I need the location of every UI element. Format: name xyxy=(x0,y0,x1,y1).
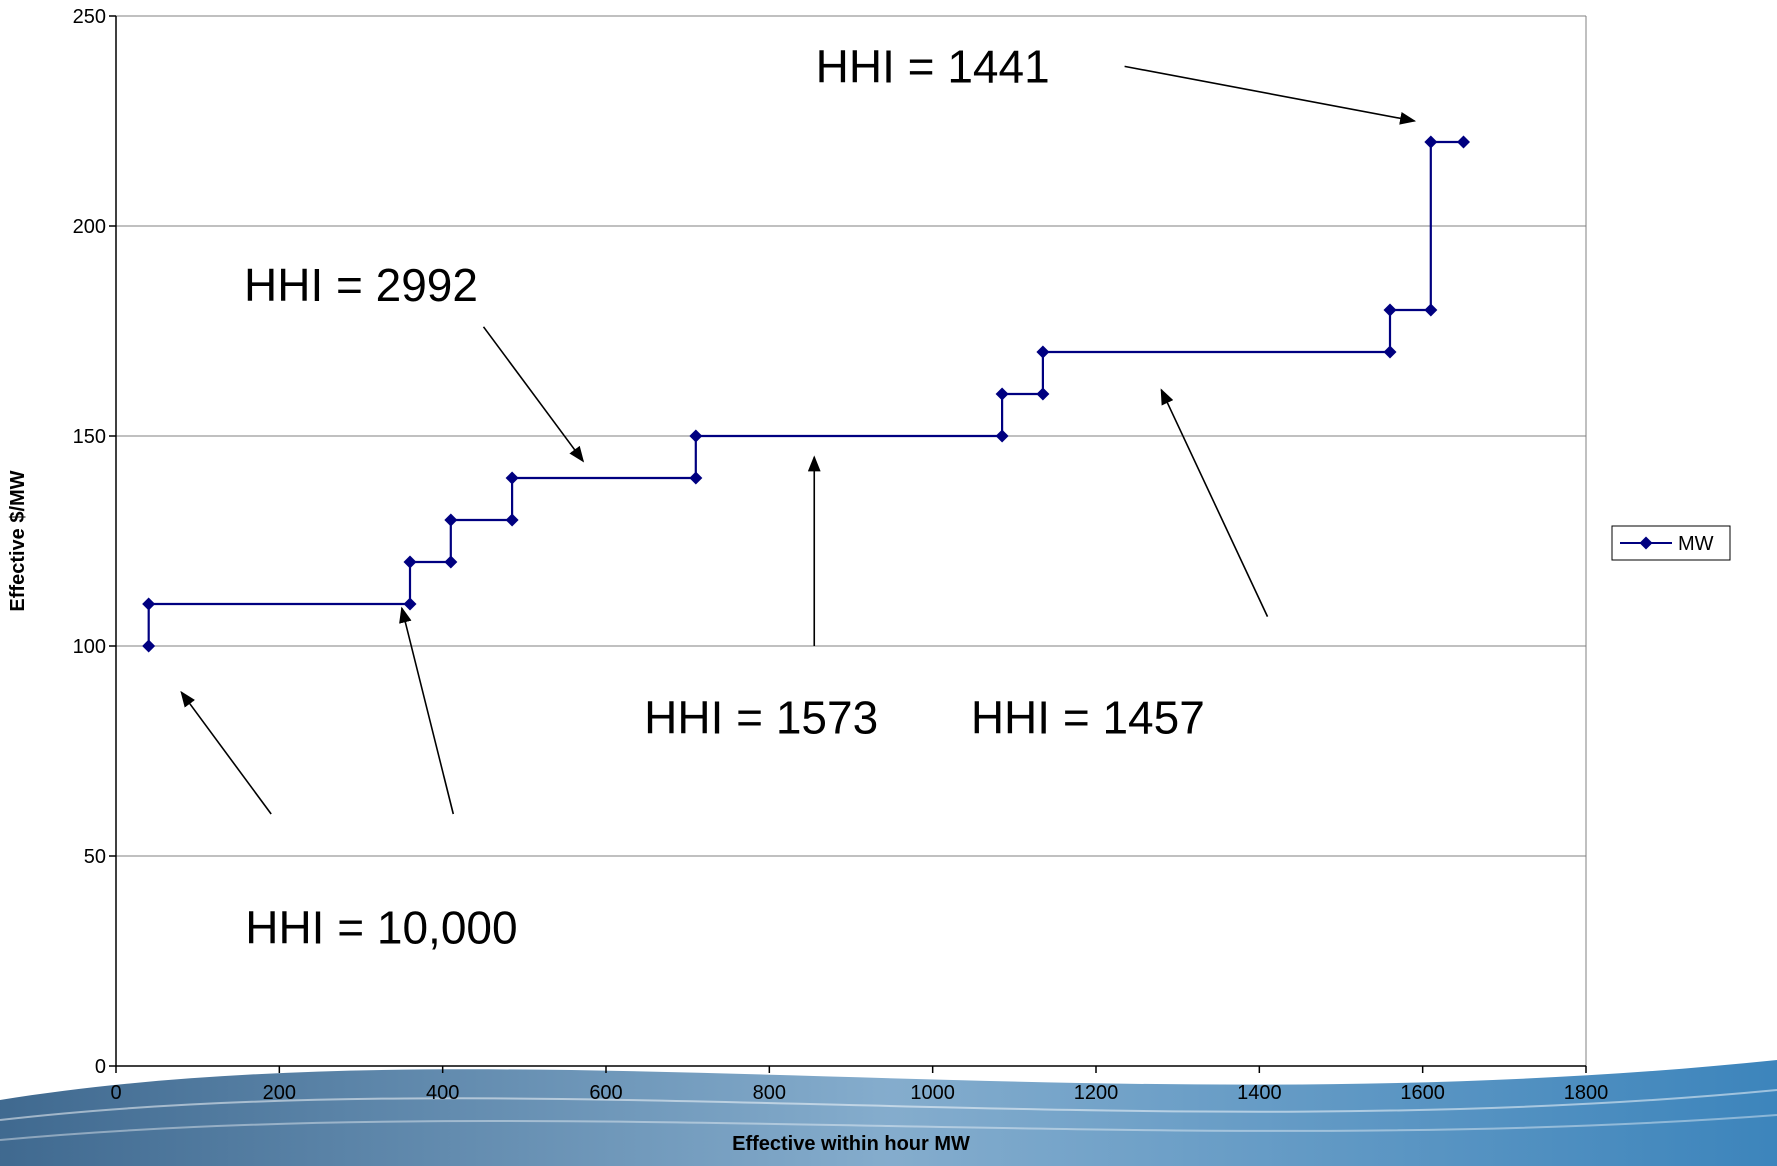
legend: MW xyxy=(1611,525,1731,561)
data-point xyxy=(142,639,156,653)
data-point xyxy=(403,597,417,611)
x-tick-label: 0 xyxy=(110,1082,121,1104)
data-point xyxy=(1383,303,1397,317)
annotation-label: HHI = 1573 xyxy=(644,691,878,743)
legend-diamond-marker xyxy=(1639,536,1653,550)
data-point xyxy=(505,471,519,485)
series-layer xyxy=(142,135,1470,653)
y-axis-title: Effective $/MW xyxy=(7,470,29,611)
y-tick-label: 0 xyxy=(95,1056,106,1078)
annotation-arrow xyxy=(399,606,455,815)
data-point xyxy=(505,513,519,527)
data-point xyxy=(444,555,458,569)
x-tick-label: 400 xyxy=(426,1082,459,1104)
series-line xyxy=(147,140,1464,646)
axes: 0 50 100 150 200 250 0 200 400 600 800 1000 1200 1400… xyxy=(73,6,1609,1104)
data-point xyxy=(689,471,703,485)
annotation-label: HHI = 2992 xyxy=(244,259,478,311)
data-point xyxy=(1424,135,1438,149)
data-point xyxy=(444,513,458,527)
data-point xyxy=(1424,303,1438,317)
data-point xyxy=(689,429,703,443)
data-point xyxy=(1036,387,1050,401)
data-point xyxy=(1036,345,1050,359)
data-point xyxy=(142,597,156,611)
annotation-label: HHI = 10,000 xyxy=(245,901,517,953)
annotations: HHI = 1441 HHI = 2992 HHI = 1573 HHI = 1457… xyxy=(180,40,1417,953)
x-tick-label: 200 xyxy=(263,1082,296,1104)
x-tick-label: 1800 xyxy=(1564,1082,1609,1104)
data-point xyxy=(995,387,1009,401)
y-tick-label: 200 xyxy=(73,216,106,238)
x-axis-title: Effective within hour MW xyxy=(732,1133,970,1155)
x-tick-label: 600 xyxy=(589,1082,622,1104)
y-tick-label: 50 xyxy=(84,846,106,868)
annotation-arrow xyxy=(1124,65,1417,125)
annotation-label: HHI = 1441 xyxy=(816,40,1050,92)
x-tick-label: 1000 xyxy=(910,1082,955,1104)
x-tick-label: 1400 xyxy=(1237,1082,1282,1104)
data-point xyxy=(995,429,1009,443)
data-point xyxy=(1383,345,1397,359)
annotation-arrow xyxy=(482,326,585,463)
data-point xyxy=(1457,135,1470,149)
annotation-label: HHI = 1457 xyxy=(971,691,1205,743)
x-tick-label: 1600 xyxy=(1400,1082,1445,1104)
x-tick-label: 800 xyxy=(753,1082,786,1104)
x-tick-label: 1200 xyxy=(1074,1082,1119,1104)
y-tick-label: 250 xyxy=(73,6,106,28)
legend-label: MW xyxy=(1678,533,1714,555)
annotation-arrow xyxy=(180,690,272,815)
annotation-arrow xyxy=(1160,388,1269,617)
y-tick-label: 100 xyxy=(73,636,106,658)
decorative-swoosh xyxy=(0,1060,1777,1166)
y-tick-label: 150 xyxy=(73,426,106,448)
data-point xyxy=(403,555,417,569)
